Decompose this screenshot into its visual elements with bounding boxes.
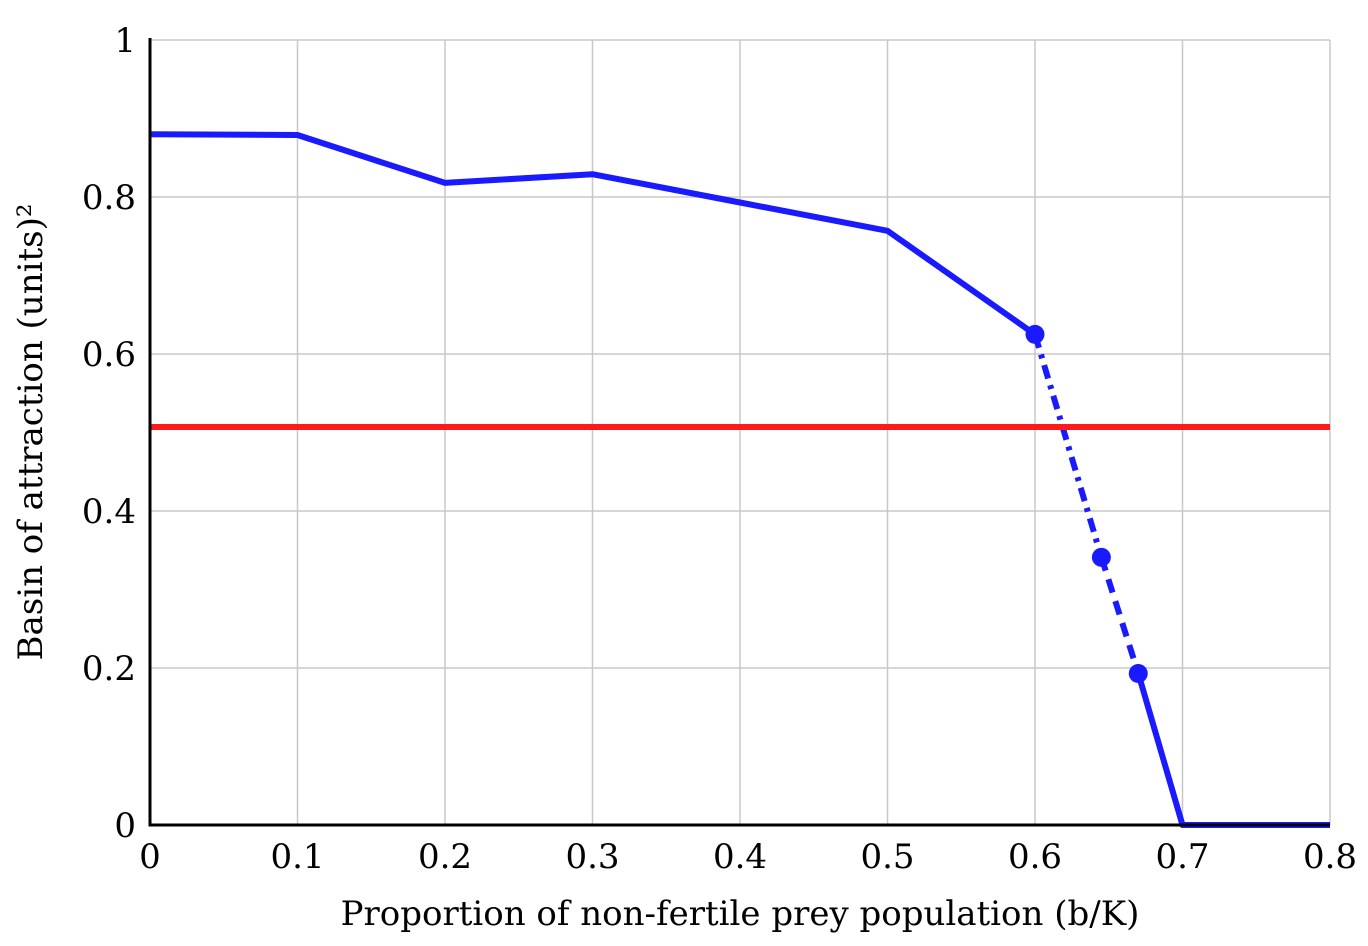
- series-basin-solid-lower: [1135, 672, 1330, 828]
- y-tick-label: 1: [114, 21, 136, 61]
- x-tick-label: 0.5: [860, 837, 914, 877]
- axes: [148, 38, 1330, 827]
- series-basin-dashed: [1098, 556, 1142, 675]
- y-tick-label: 0.8: [82, 178, 136, 218]
- series-basin-dashdot: [1032, 333, 1105, 559]
- y-tick-label: 0.4: [82, 492, 136, 532]
- x-tick-label: 0.7: [1155, 837, 1209, 877]
- data-point-marker: [1091, 547, 1111, 567]
- y-tick-label: 0.6: [82, 335, 136, 375]
- y-tick-label: 0: [114, 806, 136, 846]
- x-tick-label: 0.2: [418, 837, 472, 877]
- x-tick-label: 0.8: [1303, 837, 1357, 877]
- y-tick-label: 0.2: [82, 649, 136, 689]
- data-point-marker: [1128, 663, 1148, 683]
- grid: [149, 39, 1331, 826]
- x-tick-label: 0.4: [713, 837, 767, 877]
- data-point-marker: [1025, 324, 1045, 344]
- marker-layer: [1025, 324, 1148, 683]
- y-axis-label: Basin of attraction (units)²: [11, 204, 51, 661]
- x-tick-label: 0: [139, 837, 161, 877]
- x-axis-label: Proportion of non-fertile prey populatio…: [341, 894, 1140, 934]
- tick-labels: 0 0.1 0.2 0.3 0.4 0.5 0.6 0.7 0.8 0 0.2 0.4 0.6 0.8 1: [82, 21, 1357, 877]
- x-tick-label: 0.6: [1008, 837, 1062, 877]
- x-tick-label: 0.3: [565, 837, 619, 877]
- x-tick-label: 0.1: [270, 837, 324, 877]
- series-basin-solid-upper: [149, 131, 1037, 337]
